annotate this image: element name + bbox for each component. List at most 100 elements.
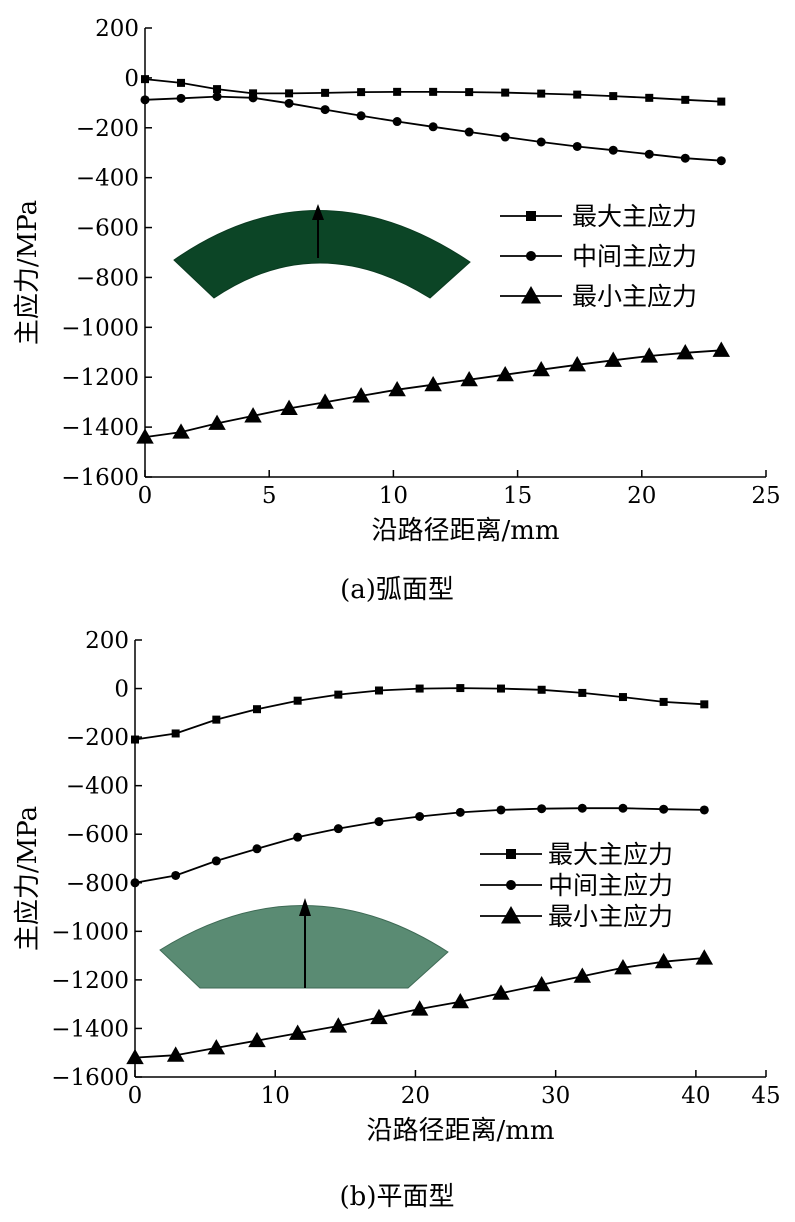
data-point xyxy=(568,356,586,372)
data-point xyxy=(532,360,550,377)
data-point xyxy=(316,393,334,409)
data-point xyxy=(393,87,402,96)
data-point xyxy=(370,1008,388,1025)
data-point xyxy=(334,690,343,699)
data-point xyxy=(172,423,190,439)
data-point xyxy=(293,696,302,705)
data-point xyxy=(171,729,180,738)
series-square xyxy=(131,684,709,744)
data-point xyxy=(352,387,370,403)
y-tick-label: −800 xyxy=(66,871,129,897)
y-tick-label: 200 xyxy=(95,16,139,42)
x-tick-label: 10 xyxy=(261,1083,290,1109)
legend-marker xyxy=(521,286,541,304)
data-point xyxy=(608,145,618,155)
data-point xyxy=(356,111,366,121)
series-circle xyxy=(130,803,709,888)
data-point xyxy=(464,127,474,137)
chart-a: (a)弧面型 2000−200−400−600−800−1000−1200−14… xyxy=(13,16,781,605)
x-tick-label: 10 xyxy=(379,483,408,509)
data-point xyxy=(428,122,438,132)
data-point xyxy=(374,686,383,695)
data-point xyxy=(604,351,622,367)
legend-label: 最小主应力 xyxy=(572,282,697,311)
data-point xyxy=(645,93,654,102)
y-tick-label: −1000 xyxy=(51,919,129,945)
legend-label: 最小主应力 xyxy=(548,902,673,931)
data-point xyxy=(252,844,262,854)
data-point xyxy=(415,684,424,693)
y-tick-label: −1600 xyxy=(51,1065,129,1091)
data-point xyxy=(320,105,330,115)
y-tick-label: −1200 xyxy=(61,365,139,391)
x-tick-label: 30 xyxy=(541,1083,570,1109)
data-point xyxy=(573,967,592,983)
x-tick-label: 0 xyxy=(128,1083,143,1109)
y-tick-label: 0 xyxy=(114,677,129,703)
data-point xyxy=(659,804,669,814)
y-tick-label: −1400 xyxy=(61,415,139,441)
y-tick-label: −400 xyxy=(66,774,129,800)
x-tick-label: 0 xyxy=(138,483,153,509)
caption-a: (a)弧面型 xyxy=(340,575,454,605)
data-point xyxy=(244,407,262,423)
data-point xyxy=(424,375,442,392)
data-point xyxy=(136,428,154,444)
data-point xyxy=(695,949,714,965)
x-tick-label: 45 xyxy=(751,1083,780,1109)
x-axis-label: 沿路径距离/mm xyxy=(371,516,559,546)
legend-marker xyxy=(506,849,516,859)
series-line xyxy=(134,687,705,741)
data-point xyxy=(501,88,510,97)
legend-label: 最大主应力 xyxy=(572,202,697,231)
data-point xyxy=(537,685,546,694)
data-point xyxy=(700,700,709,709)
data-point xyxy=(496,684,505,693)
legend-marker xyxy=(526,251,536,261)
data-point xyxy=(126,1048,144,1065)
data-point xyxy=(176,93,186,103)
data-point xyxy=(213,85,222,94)
data-point xyxy=(212,92,222,102)
data-point xyxy=(280,399,298,415)
legend-marker xyxy=(506,880,516,890)
data-point xyxy=(329,1017,348,1033)
data-point xyxy=(681,95,690,104)
data-point xyxy=(455,807,465,817)
data-point xyxy=(451,992,470,1009)
data-point xyxy=(285,89,294,98)
data-point xyxy=(717,97,726,106)
data-point xyxy=(141,75,149,84)
plane-section-arrowhead xyxy=(299,898,311,916)
data-point xyxy=(536,137,546,147)
x-tick-label: 15 xyxy=(503,483,532,509)
data-point xyxy=(140,95,150,105)
data-point xyxy=(644,149,654,159)
x-tick-label: 20 xyxy=(401,1083,430,1109)
y-tick-label: −1400 xyxy=(51,1016,129,1042)
data-point xyxy=(177,78,186,87)
data-point xyxy=(333,824,343,834)
data-point xyxy=(211,856,221,866)
data-point xyxy=(248,93,258,103)
y-tick-label: −800 xyxy=(76,265,139,291)
series-line xyxy=(144,349,722,438)
legend-label: 中间主应力 xyxy=(572,242,697,271)
data-point xyxy=(659,697,668,706)
data-point xyxy=(252,705,261,714)
legend-marker xyxy=(501,906,521,924)
data-point xyxy=(374,817,384,827)
x-tick-label: 20 xyxy=(627,483,656,509)
y-tick-label: −600 xyxy=(66,822,129,848)
data-point xyxy=(577,803,587,813)
data-point xyxy=(465,88,474,97)
x-tick-label: 40 xyxy=(681,1083,710,1109)
y-tick-label: −400 xyxy=(76,166,139,192)
y-axis-label: 主应力/MPa xyxy=(13,806,43,951)
data-point xyxy=(618,803,628,813)
data-point xyxy=(429,87,438,96)
data-point xyxy=(500,132,510,142)
data-point xyxy=(171,870,181,880)
data-point xyxy=(456,684,465,693)
data-point xyxy=(388,380,406,397)
